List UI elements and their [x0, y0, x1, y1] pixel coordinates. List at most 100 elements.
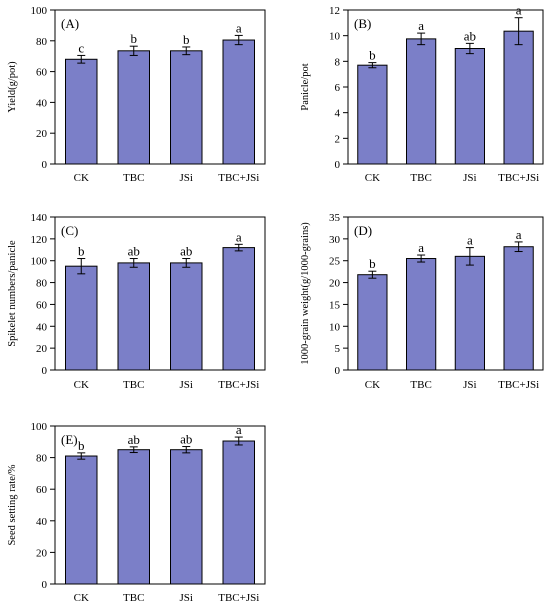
y-tick-label: 80	[36, 453, 48, 465]
y-tick-label: 15	[329, 299, 341, 311]
y-tick-label: 60	[36, 484, 48, 496]
panel-label: (B)	[354, 16, 371, 31]
significance-letter: a	[236, 20, 242, 35]
x-category-label: TBC+JSi	[218, 172, 259, 184]
y-tick-label: 20	[329, 278, 341, 290]
bar	[357, 274, 388, 371]
y-tick-label: 2	[335, 133, 341, 145]
y-axis-label: Yield(g/pot)	[7, 61, 18, 113]
significance-letter: a	[467, 233, 473, 248]
x-category-label: TBC+JSi	[498, 172, 539, 184]
plot-frame	[54, 9, 266, 165]
panel-label: (E)	[61, 432, 78, 447]
chart-panel-4: 0 5 10 15 20 25 30 35 1000-grain weight(g/1000-g…	[300, 212, 544, 391]
chart-panel-1: 0 20 40 60 80 100 Yield(g/pot) (A) c CK b TBC b JSi a T…	[7, 5, 266, 184]
y-tick-label: 10	[329, 31, 341, 43]
y-tick-label: 40	[36, 321, 48, 333]
y-axis-label: Seed setting rate/%	[7, 464, 18, 545]
bar	[503, 30, 534, 165]
y-tick-label: 60	[36, 299, 48, 311]
x-category-label: TBC	[410, 172, 431, 184]
y-tick-label: 140	[31, 212, 48, 224]
significance-letter: a	[236, 422, 242, 437]
y-tick-label: 25	[329, 256, 341, 268]
bar	[117, 262, 150, 371]
y-tick-label: 120	[31, 234, 48, 246]
y-tick-label: 0	[335, 159, 341, 171]
bar	[65, 58, 98, 165]
chart-panel-2: 0 2 4 6 8 10 12 Panicle/pot (B) b CK a TBC ab JSi a TBC+…	[300, 3, 544, 184]
y-tick-label: 20	[36, 128, 48, 140]
y-tick-label: 6	[335, 82, 341, 94]
y-tick-label: 12	[329, 5, 340, 17]
bar	[406, 258, 437, 371]
y-tick-label: 20	[36, 343, 48, 355]
y-tick-label: 20	[36, 547, 48, 559]
x-category-label: JSi	[180, 592, 193, 604]
bar	[170, 449, 203, 585]
bar	[357, 64, 388, 165]
significance-letter: a	[418, 18, 424, 33]
x-category-label: CK	[74, 172, 89, 184]
bar	[454, 255, 485, 371]
plot-frame	[54, 425, 266, 585]
panel-label: (D)	[354, 223, 372, 238]
y-tick-label: 30	[329, 234, 341, 246]
plot-frame	[347, 216, 544, 371]
x-category-label: JSi	[180, 379, 193, 391]
significance-letter: ab	[180, 432, 192, 447]
significance-letter: ab	[128, 244, 140, 259]
y-tick-label: 100	[31, 256, 48, 268]
significance-letter: a	[418, 240, 424, 255]
chart-panel-5: 0 20 40 60 80 100 Seed setting rate/% (E) b CK ab T…	[7, 421, 266, 604]
y-axis-label: 1000-grain weight(g/1000-grains)	[300, 222, 311, 365]
y-tick-label: 40	[36, 516, 48, 528]
x-category-label: CK	[74, 379, 89, 391]
significance-letter: ab	[180, 244, 192, 259]
y-tick-label: 0	[335, 365, 341, 377]
significance-letter: a	[516, 3, 522, 18]
x-category-label: TBC+JSi	[498, 379, 539, 391]
significance-letter: b	[183, 32, 190, 47]
bar	[170, 50, 203, 165]
y-tick-label: 10	[329, 321, 341, 333]
bar	[65, 455, 98, 585]
significance-letter: b	[78, 438, 85, 453]
bar	[170, 262, 203, 371]
y-tick-label: 100	[31, 421, 48, 433]
bar	[117, 449, 150, 585]
y-tick-label: 5	[335, 343, 341, 355]
y-tick-label: 8	[335, 56, 341, 68]
y-tick-label: 0	[42, 365, 48, 377]
x-category-label: TBC+JSi	[218, 592, 259, 604]
x-category-label: TBC+JSi	[218, 379, 259, 391]
y-axis-label: Panicle/pot	[300, 63, 311, 110]
y-tick-label: 80	[36, 36, 48, 48]
x-category-label: CK	[365, 379, 380, 391]
chart-panel-3: 0 20 40 60 80 100 120 140 Spikelet numbers/panic…	[7, 212, 266, 391]
x-category-label: TBC	[410, 379, 431, 391]
x-category-label: TBC	[123, 172, 144, 184]
significance-letter: b	[369, 256, 376, 271]
y-tick-label: 4	[335, 108, 341, 120]
bar	[406, 38, 437, 165]
x-category-label: JSi	[463, 172, 476, 184]
y-tick-label: 80	[36, 278, 48, 290]
panel-label: (A)	[61, 16, 79, 31]
y-tick-label: 0	[42, 579, 48, 591]
y-tick-label: 35	[329, 212, 341, 224]
significance-letter: c	[78, 40, 84, 55]
panel-label: (C)	[61, 223, 78, 238]
x-category-label: JSi	[463, 379, 476, 391]
bar	[222, 247, 255, 371]
x-category-label: TBC	[123, 379, 144, 391]
y-tick-label: 60	[36, 67, 48, 79]
significance-letter: b	[131, 31, 138, 46]
bar	[222, 39, 255, 165]
significance-letter: ab	[464, 28, 476, 43]
y-tick-label: 100	[31, 5, 48, 17]
significance-letter: a	[516, 227, 522, 242]
bar	[454, 48, 485, 165]
significance-letter: b	[369, 48, 376, 63]
